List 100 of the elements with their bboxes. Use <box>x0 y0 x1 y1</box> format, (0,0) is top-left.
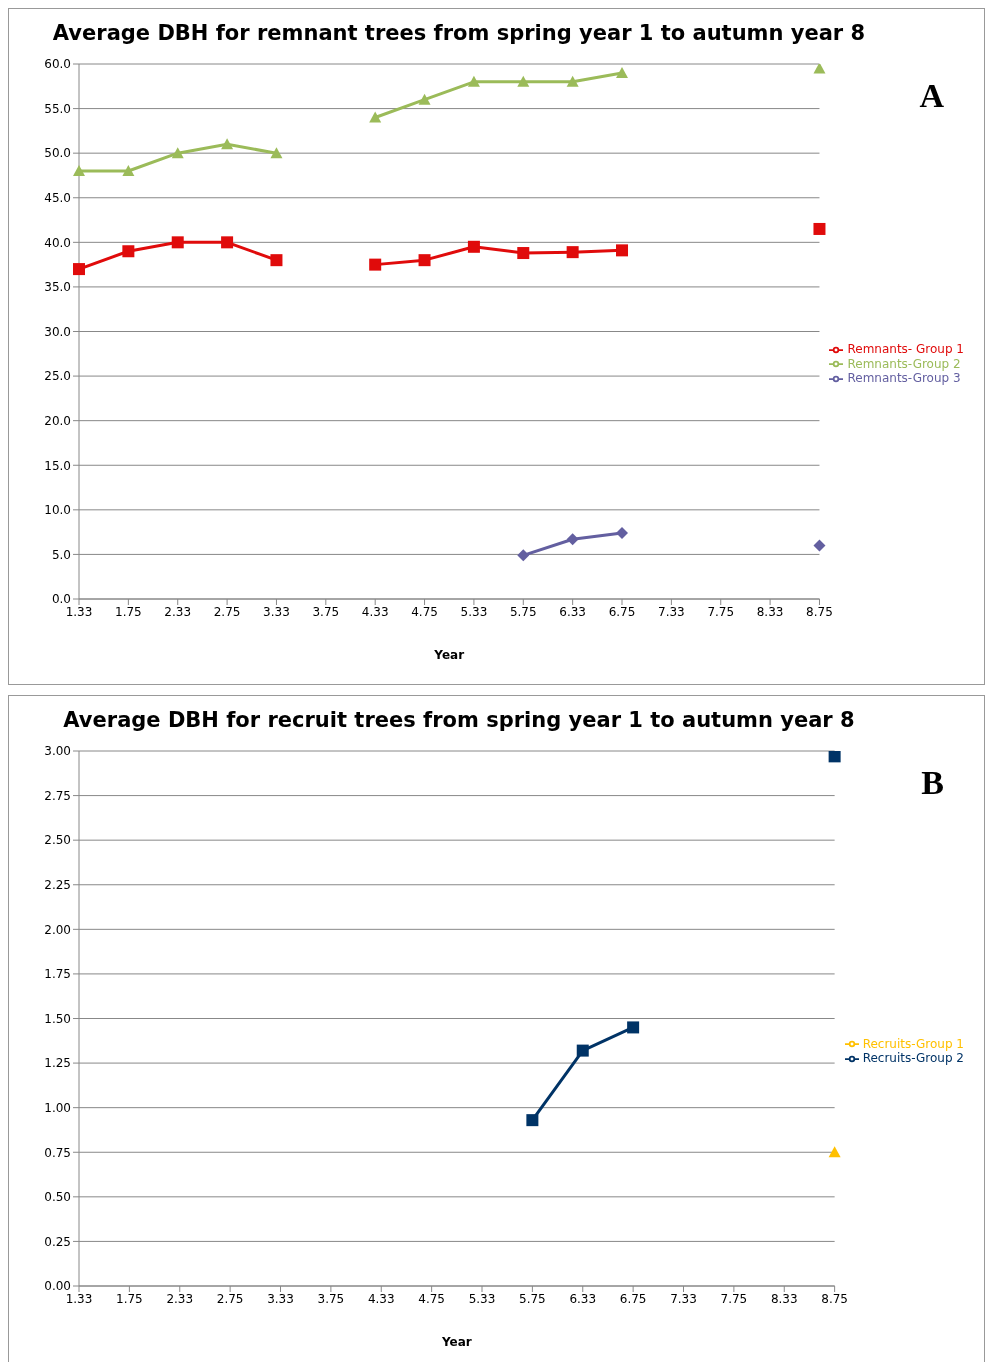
y-tick-label: 20.0 <box>44 413 71 428</box>
x-tick-label: 8.75 <box>821 1291 848 1306</box>
legend-label: Remnants-Group 2 <box>847 356 961 371</box>
x-tick-label: 5.33 <box>460 604 488 619</box>
y-tick-label: 0.75 <box>44 1145 71 1160</box>
x-tick-label: 7.33 <box>670 1291 697 1306</box>
point <box>813 64 826 74</box>
x-tick-label: 7.75 <box>720 1291 748 1306</box>
y-tick-label: 1.75 <box>44 967 71 982</box>
x-tick-label: 5.75 <box>519 1291 546 1306</box>
point <box>221 138 234 150</box>
y-tick-label: 15.0 <box>44 458 71 473</box>
text: A <box>919 77 944 115</box>
point <box>828 1146 841 1158</box>
point <box>73 165 85 176</box>
x-tick-label: 1.33 <box>65 1291 93 1306</box>
point <box>517 549 530 562</box>
x-tick-label: 4.75 <box>411 604 438 619</box>
x-tick-label: 4.33 <box>367 1291 395 1306</box>
x-tick-label: 4.75 <box>418 1291 445 1306</box>
x-tick-label: 4.33 <box>361 604 389 619</box>
point <box>526 1114 539 1127</box>
x-tick-label: 5.75 <box>509 604 537 619</box>
x-tick-label: 2.33 <box>164 604 192 619</box>
y-tick-label: 1.00 <box>44 1100 71 1115</box>
x-tick-label: 2.75 <box>213 604 241 619</box>
y-tick-label: 0.50 <box>44 1190 71 1205</box>
y-tick-label: 2.00 <box>44 922 71 937</box>
y-tick-label: 0.00 <box>44 1279 71 1294</box>
legend-label: Recruits-Group 2 <box>862 1051 964 1065</box>
x-axis-title: Year <box>433 648 465 662</box>
chart-title: Average DBH for recruit trees from spring year 1 to autumn year 8 <box>62 708 856 732</box>
point <box>467 240 480 253</box>
point <box>221 236 234 249</box>
y-tick-label: 10.0 <box>44 503 71 518</box>
point <box>418 254 431 267</box>
y-tick-label: 1.50 <box>44 1011 71 1026</box>
point <box>566 533 579 546</box>
legend-label: Remnants-Group 3 <box>847 371 961 386</box>
y-tick-label: 2.25 <box>44 878 71 893</box>
x-tick-label: 7.33 <box>658 604 685 619</box>
y-tick-label: 35.0 <box>44 280 71 295</box>
x-tick-label: 2.33 <box>166 1291 194 1306</box>
x-tick-label: 6.33 <box>559 604 587 619</box>
point <box>270 254 283 267</box>
point <box>369 111 382 123</box>
x-tick-label: 6.75 <box>608 604 636 619</box>
x-tick-label: 6.75 <box>619 1291 647 1306</box>
point <box>270 147 283 159</box>
y-tick-label: 55.0 <box>44 101 71 116</box>
x-tick-label: 7.75 <box>707 604 735 619</box>
x-tick-label: 2.75 <box>216 1291 244 1306</box>
legend-label: Recruits-Group 1 <box>862 1036 964 1051</box>
y-tick-label: 45.0 <box>44 191 71 206</box>
x-tick-label: 6.33 <box>569 1291 597 1306</box>
point <box>576 1044 589 1057</box>
x-tick-label: 8.75 <box>806 604 833 619</box>
x-tick-label: 8.33 <box>770 1291 798 1306</box>
point <box>616 244 629 257</box>
point <box>171 147 184 159</box>
x-axis-title: Year <box>440 1335 472 1349</box>
point <box>517 247 530 260</box>
x-tick-label: 3.33 <box>267 1291 294 1306</box>
x-tick-label: 3.33 <box>263 604 290 619</box>
y-tick-label: 25.0 <box>44 369 71 384</box>
y-tick-label: 2.50 <box>44 833 71 848</box>
point <box>566 75 579 87</box>
y-tick-label: 1.25 <box>44 1056 71 1071</box>
y-tick-label: 0.25 <box>44 1234 71 1249</box>
point <box>627 1021 640 1034</box>
point <box>616 527 629 540</box>
x-tick-label: 3.75 <box>317 1291 345 1306</box>
x-tick-label: 1.75 <box>116 1291 143 1306</box>
y-tick-label: 2.75 <box>44 788 71 803</box>
point <box>813 539 826 552</box>
point <box>616 66 629 78</box>
point <box>517 75 530 87</box>
x-tick-label: 8.33 <box>756 604 784 619</box>
point <box>566 246 579 259</box>
point <box>467 75 480 87</box>
legend-label: Remnants- Group 1 <box>847 342 964 357</box>
point <box>122 165 135 176</box>
y-tick-label: 50.0 <box>44 146 71 161</box>
x-tick-label: 3.75 <box>312 604 340 619</box>
x-tick-label: 1.33 <box>65 604 93 619</box>
y-tick-label: 40.0 <box>44 235 71 250</box>
x-tick-label: 5.33 <box>468 1291 496 1306</box>
y-tick-label: 5.0 <box>51 547 71 562</box>
chart-title: Average DBH for remnant trees from spring year 1 to autumn year 8 <box>51 21 867 45</box>
y-tick-label: 60.0 <box>44 57 71 72</box>
point <box>828 751 841 763</box>
point <box>813 222 826 235</box>
point <box>171 236 184 249</box>
x-tick-label: 1.75 <box>115 604 142 619</box>
text: B <box>921 764 944 802</box>
y-tick-label: 3.00 <box>44 744 71 759</box>
point <box>122 245 135 258</box>
point <box>418 93 431 105</box>
y-tick-label: 30.0 <box>44 324 71 339</box>
point <box>369 258 382 271</box>
